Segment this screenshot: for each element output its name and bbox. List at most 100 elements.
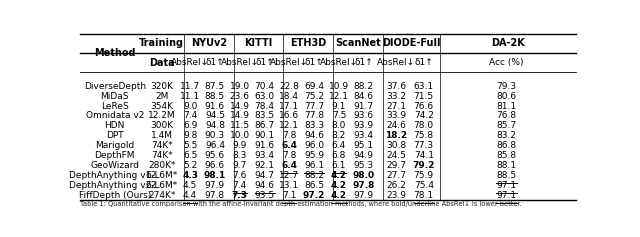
Text: 4.3: 4.3 xyxy=(182,171,198,180)
Text: 94.9: 94.9 xyxy=(354,151,374,160)
Text: 86.8: 86.8 xyxy=(497,141,516,150)
Text: DIODE-Full: DIODE-Full xyxy=(382,38,440,49)
Text: 94.6: 94.6 xyxy=(255,181,275,190)
Text: 74.2: 74.2 xyxy=(414,111,434,120)
Text: 97.1: 97.1 xyxy=(497,191,516,200)
Text: DepthFM: DepthFM xyxy=(95,151,135,160)
Text: 69.4: 69.4 xyxy=(304,82,324,91)
Text: δ1↑: δ1↑ xyxy=(355,58,373,67)
Text: 81.1: 81.1 xyxy=(497,102,516,111)
Text: 78.0: 78.0 xyxy=(413,121,434,130)
Text: Training: Training xyxy=(140,38,184,49)
Text: 75.4: 75.4 xyxy=(413,181,434,190)
Text: 274K*: 274K* xyxy=(148,191,175,200)
Text: 9.7: 9.7 xyxy=(232,161,247,170)
Text: 2M: 2M xyxy=(155,92,168,101)
Text: 98.0: 98.0 xyxy=(353,171,375,180)
Text: 11.1: 11.1 xyxy=(180,92,200,101)
Text: Marigold: Marigold xyxy=(95,141,134,150)
Text: 95.6: 95.6 xyxy=(205,151,225,160)
Text: 92.1: 92.1 xyxy=(255,161,275,170)
Text: 19.0: 19.0 xyxy=(230,82,250,91)
Text: 14.9: 14.9 xyxy=(230,102,250,111)
Text: 88.5: 88.5 xyxy=(497,171,516,180)
Text: 320K: 320K xyxy=(150,82,173,91)
Text: 9.0: 9.0 xyxy=(183,102,197,111)
Text: 12.1: 12.1 xyxy=(329,92,349,101)
Text: LeReS: LeReS xyxy=(101,102,129,111)
Text: 7.1: 7.1 xyxy=(282,191,296,200)
Text: 62.6M*: 62.6M* xyxy=(146,171,178,180)
Text: 96.0: 96.0 xyxy=(304,141,324,150)
Text: Method: Method xyxy=(94,48,136,58)
Text: 94.7: 94.7 xyxy=(255,171,275,180)
Text: 78.4: 78.4 xyxy=(255,102,275,111)
Text: 93.4: 93.4 xyxy=(255,151,275,160)
Text: 12.7: 12.7 xyxy=(279,171,300,180)
Text: 7.8: 7.8 xyxy=(282,151,296,160)
Text: 33.9: 33.9 xyxy=(387,111,406,120)
Text: 23.9: 23.9 xyxy=(387,191,406,200)
Text: 97.8: 97.8 xyxy=(205,191,225,200)
Text: 62.6M*: 62.6M* xyxy=(146,181,178,190)
Text: 4.2: 4.2 xyxy=(331,181,347,190)
Text: 6.4: 6.4 xyxy=(282,161,298,170)
Text: 70.4: 70.4 xyxy=(255,82,275,91)
Text: 18.2: 18.2 xyxy=(385,131,408,140)
Text: DPT: DPT xyxy=(106,131,124,140)
Text: 6.1: 6.1 xyxy=(332,161,346,170)
Text: ScanNet: ScanNet xyxy=(335,38,381,49)
Text: AbsRel↓: AbsRel↓ xyxy=(221,58,259,67)
Text: 95.3: 95.3 xyxy=(354,161,374,170)
Text: 30.8: 30.8 xyxy=(387,141,406,150)
Text: 63.1: 63.1 xyxy=(413,82,434,91)
Text: 88.5: 88.5 xyxy=(205,92,225,101)
Text: δ1↑: δ1↑ xyxy=(255,58,274,67)
Text: AbsRel↓: AbsRel↓ xyxy=(320,58,358,67)
Text: 91.7: 91.7 xyxy=(354,102,374,111)
Text: 97.9: 97.9 xyxy=(205,181,225,190)
Text: 7.6: 7.6 xyxy=(232,171,247,180)
Text: 87.5: 87.5 xyxy=(205,82,225,91)
Text: 9.1: 9.1 xyxy=(332,102,346,111)
Text: 10.9: 10.9 xyxy=(329,82,349,91)
Text: 93.6: 93.6 xyxy=(354,111,374,120)
Text: 4.2: 4.2 xyxy=(331,171,347,180)
Text: 85.8: 85.8 xyxy=(497,151,516,160)
Text: AbsRel↓: AbsRel↓ xyxy=(171,58,209,67)
Text: NYUv2: NYUv2 xyxy=(191,38,227,49)
Text: 77.3: 77.3 xyxy=(413,141,434,150)
Text: 14.9: 14.9 xyxy=(230,111,250,120)
Text: 90.3: 90.3 xyxy=(205,131,225,140)
Text: 96.6: 96.6 xyxy=(205,161,225,170)
Text: 76.6: 76.6 xyxy=(413,102,434,111)
Text: 94.6: 94.6 xyxy=(304,131,324,140)
Text: ETH3D: ETH3D xyxy=(290,38,326,49)
Text: 7.3: 7.3 xyxy=(232,191,248,200)
Text: 7.4: 7.4 xyxy=(232,181,247,190)
Text: 7.4: 7.4 xyxy=(183,111,197,120)
Text: 91.6: 91.6 xyxy=(205,102,225,111)
Text: 77.7: 77.7 xyxy=(304,102,324,111)
Text: Data: Data xyxy=(149,58,175,68)
Text: 5.2: 5.2 xyxy=(183,161,197,170)
Text: 94.5: 94.5 xyxy=(205,111,225,120)
Text: 17.1: 17.1 xyxy=(279,102,300,111)
Text: 12.1: 12.1 xyxy=(279,121,300,130)
Text: 86.7: 86.7 xyxy=(255,121,275,130)
Text: GeoWizard: GeoWizard xyxy=(90,161,140,170)
Text: 26.2: 26.2 xyxy=(387,181,406,190)
Text: 1.4M: 1.4M xyxy=(151,131,173,140)
Text: 97.9: 97.9 xyxy=(354,191,374,200)
Text: 63.0: 63.0 xyxy=(255,92,275,101)
Text: 27.1: 27.1 xyxy=(387,102,406,111)
Text: 10.0: 10.0 xyxy=(230,131,250,140)
Text: 7.8: 7.8 xyxy=(282,131,296,140)
Text: 75.8: 75.8 xyxy=(413,131,434,140)
Text: AbsRel↓: AbsRel↓ xyxy=(378,58,415,67)
Text: 97.8: 97.8 xyxy=(353,181,375,190)
Text: 280K*: 280K* xyxy=(148,161,175,170)
Text: Table 1: Quantitative comparison with the affine-invariant depth estimation meth: Table 1: Quantitative comparison with th… xyxy=(80,201,522,207)
Text: 83.5: 83.5 xyxy=(255,111,275,120)
Text: Omnidata v2: Omnidata v2 xyxy=(86,111,144,120)
